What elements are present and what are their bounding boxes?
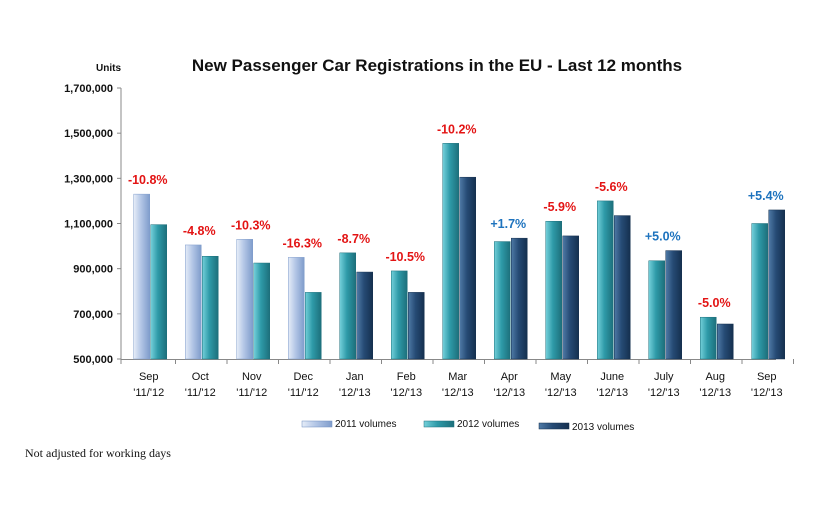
x-tick-label-period: '12/'13	[751, 387, 783, 399]
y-axis-label: Units	[96, 63, 121, 74]
x-tick-label-period: '12/'13	[390, 387, 422, 399]
x-tick-labels-group: Sep '11/'12 Oct '11/'12 Nov '11/'12 Dec '11/'12…	[133, 371, 782, 399]
bar-2011	[133, 193, 150, 360]
legend: 2011 volumes 2012 volumes 2013 volumes	[301, 419, 634, 433]
bar-2012	[339, 252, 356, 360]
y-tick-label: 1,100,000	[64, 219, 113, 231]
x-tick-label-month: Feb	[397, 371, 416, 383]
data-labels-group: -10.8% -4.8% -10.3% -16.3% -8.7% -10.5% -10.2%…	[128, 122, 784, 310]
bars-group	[133, 143, 785, 360]
legend-swatch-2012	[423, 420, 455, 428]
x-tick-label-period: '12/'13	[648, 387, 680, 399]
legend-label-2011: 2011 volumes	[335, 419, 397, 430]
x-tick-label-period: '12/'13	[339, 387, 371, 399]
legend-label-2012: 2012 volumes	[457, 419, 519, 430]
bar-2012	[700, 316, 717, 360]
x-tick-label-month: Apr	[501, 371, 518, 383]
x-axis	[120, 359, 794, 364]
y-tick-label: 1,700,000	[64, 83, 113, 95]
change-label: -8.7%	[337, 232, 370, 246]
x-tick-label-period: '12/'13	[699, 387, 731, 399]
change-label: +5.0%	[645, 230, 681, 244]
legend-item-2012: 2012 volumes	[423, 419, 519, 430]
x-tick-label-period: '11/'12	[133, 387, 164, 399]
x-tick-label-month: Aug	[705, 371, 725, 383]
bar-2012	[150, 224, 167, 360]
x-tick-label-month: June	[600, 371, 624, 383]
bar-2011	[185, 244, 202, 360]
change-label: -10.8%	[128, 173, 168, 187]
x-tick-label-month: Nov	[242, 371, 262, 383]
change-label: +5.4%	[748, 189, 784, 203]
x-tick-label-period: '11/'12	[288, 387, 319, 399]
change-label: -5.6%	[595, 180, 628, 194]
change-label: -5.9%	[543, 200, 576, 214]
x-tick-label-period: '12/'13	[442, 387, 474, 399]
bar-2011	[236, 239, 253, 360]
legend-item-2013: 2013 volumes	[538, 422, 634, 433]
change-label: -5.0%	[698, 296, 731, 310]
x-tick-label-month: Mar	[448, 371, 467, 383]
change-label: +1.7%	[490, 217, 526, 231]
x-tick-label-period: '11/'12	[185, 387, 216, 399]
legend-item-2011: 2011 volumes	[301, 419, 397, 430]
bar-2013	[717, 323, 734, 360]
y-tick-label: 1,500,000	[64, 128, 113, 140]
x-tick-label-month: Jan	[346, 371, 364, 383]
x-tick-label-month: Sep	[757, 371, 777, 383]
bar-2012	[545, 220, 562, 360]
x-tick-label-month: Dec	[293, 371, 313, 383]
bar-2013	[614, 215, 631, 360]
change-label: -10.2%	[437, 122, 477, 136]
bar-2011	[288, 257, 305, 360]
change-label: -10.3%	[231, 218, 271, 232]
x-tick-label-period: '12/'13	[545, 387, 577, 399]
legend-swatch-2011	[301, 420, 333, 428]
change-label: -4.8%	[183, 224, 216, 238]
x-tick-label-month: May	[550, 371, 571, 383]
legend-swatch-2013	[538, 422, 570, 430]
bar-2013	[356, 271, 373, 360]
y-axis: 500,000 700,000 900,000 1,100,000 1,300,000 1…	[64, 83, 122, 366]
bar-2012	[751, 223, 768, 360]
chart-title: New Passenger Car Registrations in the E…	[192, 56, 682, 75]
bar-2012	[391, 270, 408, 360]
y-tick-label: 1,300,000	[64, 173, 113, 185]
change-label: -10.5%	[385, 250, 425, 264]
x-tick-label-month: Oct	[192, 371, 209, 383]
legend-label-2013: 2013 volumes	[572, 422, 634, 433]
bar-2012	[597, 200, 614, 360]
bar-2013	[665, 250, 682, 360]
bar-2013	[768, 209, 785, 360]
bar-2012	[202, 255, 219, 360]
change-label: -16.3%	[282, 236, 322, 250]
bar-2012	[253, 262, 270, 360]
footnote: Not adjusted for working days	[25, 446, 171, 460]
bar-2012	[494, 241, 511, 360]
bar-2012	[442, 143, 459, 360]
bar-2012	[648, 260, 665, 360]
bar-2012	[305, 292, 322, 360]
x-tick-label-period: '12/'13	[596, 387, 628, 399]
bar-2013	[562, 235, 579, 360]
x-tick-label-period: '12/'13	[493, 387, 525, 399]
y-tick-label: 700,000	[73, 309, 113, 321]
x-tick-label-month: July	[654, 371, 674, 383]
x-tick-label-period: '11/'12	[236, 387, 267, 399]
x-tick-label-month: Sep	[139, 371, 159, 383]
y-tick-label: 900,000	[73, 264, 113, 276]
bar-2013	[408, 292, 425, 360]
y-tick-label: 500,000	[73, 354, 113, 366]
bar-2013	[511, 237, 528, 360]
bar-2013	[459, 176, 476, 360]
